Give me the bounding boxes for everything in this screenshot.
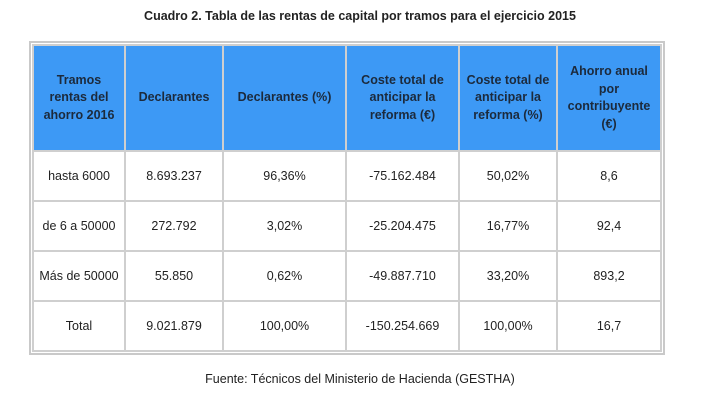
table-cell: de 6 a 50000 — [32, 200, 126, 252]
header-cell: Coste total de anticipar la reforma (€) — [345, 44, 460, 152]
header-cell: Declarantes (%) — [222, 44, 347, 152]
table-cell: 55.850 — [124, 250, 224, 302]
data-table-frame: Tramos rentas del ahorro 2016 Declarante… — [29, 41, 665, 355]
table-cell: 272.792 — [124, 200, 224, 252]
table-cell: Más de 50000 — [32, 250, 126, 302]
table-cell: 92,4 — [556, 200, 662, 252]
table-cell: 50,02% — [458, 150, 558, 202]
source-note: Fuente: Técnicos del Ministerio de Hacie… — [205, 372, 515, 386]
table-cell: 3,02% — [222, 200, 347, 252]
table-cell: 100,00% — [458, 300, 558, 352]
table-cell: 8,6 — [556, 150, 662, 202]
table-row: hasta 6000 8.693.237 96,36% -75.162.484 50,0… — [32, 150, 662, 202]
table-row: Más de 50000 55.850 0,62% -49.887.710 33,20%… — [32, 250, 662, 302]
table-cell: -150.254.669 — [345, 300, 460, 352]
header-row: Tramos rentas del ahorro 2016 Declarante… — [32, 44, 662, 152]
table-cell: 0,62% — [222, 250, 347, 302]
table-cell: 96,36% — [222, 150, 347, 202]
header-cell: Coste total de anticipar la reforma (%) — [458, 44, 558, 152]
table-cell: 100,00% — [222, 300, 347, 352]
table-cell: 16,7 — [556, 300, 662, 352]
table-title: Cuadro 2. Tabla de las rentas de capital… — [144, 9, 576, 23]
table-cell: -49.887.710 — [345, 250, 460, 302]
table-cell: 893,2 — [556, 250, 662, 302]
table-cell: 8.693.237 — [124, 150, 224, 202]
data-table: Tramos rentas del ahorro 2016 Declarante… — [32, 44, 662, 352]
table-cell: -75.162.484 — [345, 150, 460, 202]
table-cell: 9.021.879 — [124, 300, 224, 352]
table-row: de 6 a 50000 272.792 3,02% -25.204.475 16,77… — [32, 200, 662, 252]
header-cell: Tramos rentas del ahorro 2016 — [32, 44, 126, 152]
table-cell: 33,20% — [458, 250, 558, 302]
table-row: Total 9.021.879 100,00% -150.254.669 100,00%… — [32, 300, 662, 352]
table-cell: Total — [32, 300, 126, 352]
table-cell: hasta 6000 — [32, 150, 126, 202]
header-cell: Ahorro anual por contribuyente (€) — [556, 44, 662, 152]
header-cell: Declarantes — [124, 44, 224, 152]
table-cell: -25.204.475 — [345, 200, 460, 252]
table-cell: 16,77% — [458, 200, 558, 252]
